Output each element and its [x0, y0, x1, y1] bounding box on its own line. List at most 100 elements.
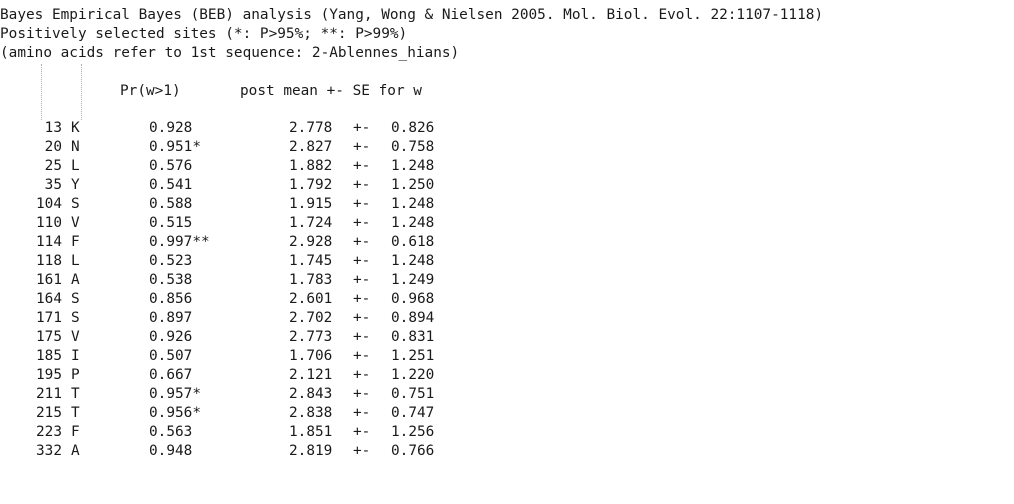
site-position: 104 [36, 196, 62, 212]
table-row: 104 S 0.588 1.915 +- 1.248 [0, 195, 451, 214]
standard-error: 1.248 [391, 158, 435, 174]
post-mean-omega: 2.601 [289, 291, 333, 307]
standard-error: 0.758 [391, 139, 435, 155]
amino-acid: P [71, 367, 80, 383]
post-mean-omega: 1.792 [289, 177, 333, 193]
post-mean-omega: 2.928 [289, 234, 333, 250]
site-position: 118 [36, 253, 62, 269]
posterior-probability: 0.507 [149, 348, 193, 364]
posterior-probability: 0.948 [149, 443, 193, 459]
amino-acid: V [71, 329, 80, 345]
standard-error: 1.248 [391, 253, 435, 269]
table-row: 110 V 0.515 1.724 +- 1.248 [0, 214, 451, 233]
table-row: 195 P 0.667 2.121 +- 1.220 [0, 366, 451, 385]
amino-acid: L [71, 253, 80, 269]
standard-error: 0.894 [391, 310, 435, 326]
table-row: 211 T 0.957* 2.843 +- 0.751 [0, 385, 451, 404]
posterior-probability: 0.576 [149, 158, 193, 174]
table-row: 118 L 0.523 1.745 +- 1.248 [0, 252, 451, 271]
table-row: 35 Y 0.541 1.792 +- 1.250 [0, 176, 451, 195]
site-position: 161 [36, 272, 62, 288]
post-mean-omega: 2.827 [289, 139, 333, 155]
standard-error: 1.249 [391, 272, 435, 288]
posterior-probability: 0.926 [149, 329, 193, 345]
site-position: 110 [36, 215, 62, 231]
post-mean-omega: 1.745 [289, 253, 333, 269]
post-mean-omega: 1.706 [289, 348, 333, 364]
standard-error: 1.248 [391, 196, 435, 212]
table-row: 175 V 0.926 2.773 +- 0.831 [0, 328, 451, 347]
amino-acid: S [71, 196, 80, 212]
table-row: 13 K 0.928 2.778 +- 0.826 [0, 119, 451, 138]
plus-minus-sign: +- [353, 196, 371, 212]
amino-acid: L [71, 158, 80, 174]
post-mean-omega: 1.783 [289, 272, 333, 288]
amino-acid: S [71, 291, 80, 307]
column-header-probability: Pr(w>1) [120, 83, 181, 99]
posterior-probability: 0.588 [149, 196, 193, 212]
post-mean-omega: 2.843 [289, 386, 333, 402]
table-row: 20 N 0.951* 2.827 +- 0.758 [0, 138, 451, 157]
text-cursor-guide [81, 64, 82, 120]
site-position: 114 [36, 234, 62, 250]
plus-minus-sign: +- [353, 272, 371, 288]
table-row: 185 I 0.507 1.706 +- 1.251 [0, 347, 451, 366]
plus-minus-sign: +- [353, 139, 371, 155]
plus-minus-sign: +- [353, 348, 371, 364]
standard-error: 0.618 [391, 234, 435, 250]
posterior-probability: 0.856 [149, 291, 193, 307]
site-position: 164 [36, 291, 62, 307]
standard-error: 0.826 [391, 120, 435, 136]
table-row: 114 F 0.997** 2.928 +- 0.618 [0, 233, 451, 252]
standard-error: 0.968 [391, 291, 435, 307]
plus-minus-sign: +- [353, 177, 371, 193]
amino-acid: S [71, 310, 80, 326]
column-header-post-mean-se: post mean +- SE for w [240, 83, 422, 99]
posterior-probability: 0.957* [149, 386, 201, 402]
site-position: 215 [36, 405, 62, 421]
site-position: 332 [36, 443, 62, 459]
beb-analysis-title: Bayes Empirical Bayes (BEB) analysis (Ya… [0, 7, 824, 23]
amino-acid: T [71, 405, 80, 421]
site-position: 20 [44, 139, 62, 155]
amino-acid-reference-note: (amino acids refer to 1st sequence: 2-Ab… [0, 45, 460, 61]
site-position: 35 [44, 177, 62, 193]
posterior-probability: 0.563 [149, 424, 193, 440]
post-mean-omega: 1.882 [289, 158, 333, 174]
post-mean-omega: 1.915 [289, 196, 333, 212]
positively-selected-sites-table: 13 K 0.928 2.778 +- 0.826 20 N 0.951* 2.827 +- 0.75… [0, 119, 451, 461]
table-row: 161 A 0.538 1.783 +- 1.249 [0, 271, 451, 290]
amino-acid: Y [71, 177, 80, 193]
plus-minus-sign: +- [353, 120, 371, 136]
table-row: 332 A 0.948 2.819 +- 0.766 [0, 442, 451, 461]
amino-acid: F [71, 424, 80, 440]
site-position: 175 [36, 329, 62, 345]
table-row: 171 S 0.897 2.702 +- 0.894 [0, 309, 451, 328]
plus-minus-sign: +- [353, 329, 371, 345]
posterior-probability: 0.951* [149, 139, 201, 155]
table-row: 223 F 0.563 1.851 +- 1.256 [0, 423, 451, 442]
plus-minus-sign: +- [353, 158, 371, 174]
table-row: 215 T 0.956* 2.838 +- 0.747 [0, 404, 451, 423]
post-mean-omega: 2.121 [289, 367, 333, 383]
site-position: 171 [36, 310, 62, 326]
standard-error: 0.831 [391, 329, 435, 345]
plus-minus-sign: +- [353, 443, 371, 459]
post-mean-omega: 2.838 [289, 405, 333, 421]
table-row: 164 S 0.856 2.601 +- 0.968 [0, 290, 451, 309]
standard-error: 0.766 [391, 443, 435, 459]
posterior-probability: 0.897 [149, 310, 193, 326]
plus-minus-sign: +- [353, 310, 371, 326]
site-position: 211 [36, 386, 62, 402]
standard-error: 1.250 [391, 177, 435, 193]
post-mean-omega: 2.773 [289, 329, 333, 345]
posterior-probability: 0.928 [149, 120, 193, 136]
standard-error: 0.751 [391, 386, 435, 402]
amino-acid: F [71, 234, 80, 250]
site-position: 25 [44, 158, 62, 174]
plus-minus-sign: +- [353, 424, 371, 440]
plus-minus-sign: +- [353, 386, 371, 402]
standard-error: 1.251 [391, 348, 435, 364]
posterior-probability: 0.667 [149, 367, 193, 383]
plus-minus-sign: +- [353, 367, 371, 383]
